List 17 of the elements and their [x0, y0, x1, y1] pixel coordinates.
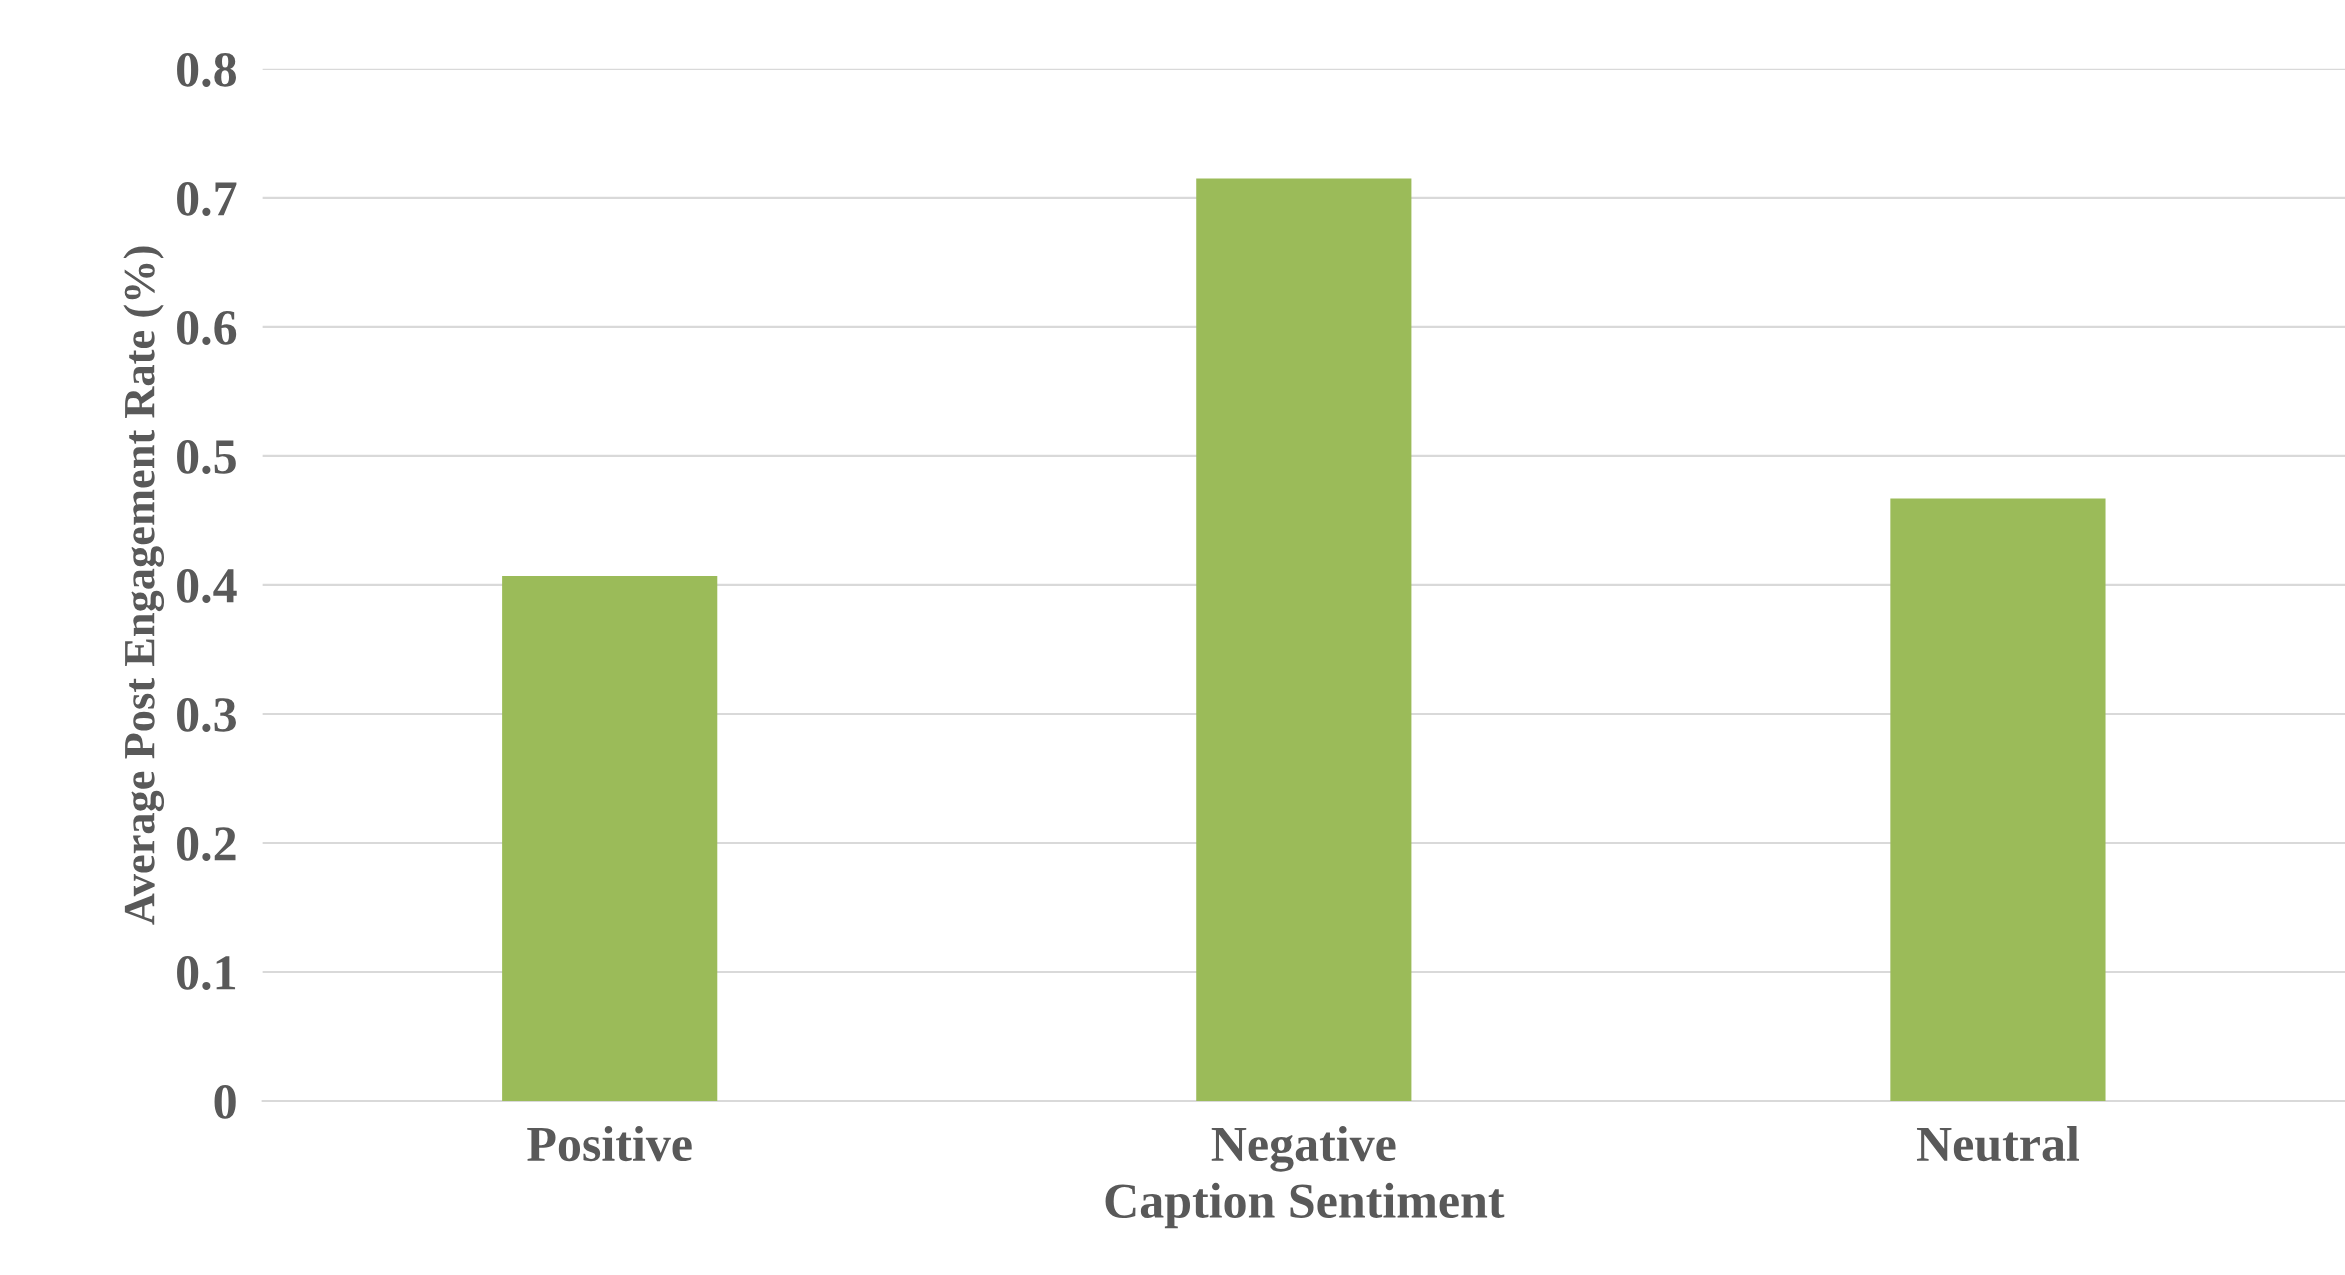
y-axis-title: Average Post Engagement Rate (%) [123, 246, 165, 925]
bar [1196, 178, 1412, 1101]
y-tick-label: 0.2 [177, 827, 236, 861]
bar [502, 575, 718, 1101]
y-tick-label: 0.3 [177, 698, 236, 732]
y-tick-label: 0.4 [177, 569, 237, 603]
y-tick-label: 0.1 [177, 956, 236, 991]
x-axis-title: Caption Sentiment [1105, 1182, 1505, 1229]
y-tick-label: 0.7 [177, 181, 237, 216]
y-tick-label: 0.5 [177, 439, 236, 474]
y-tick-label: 0.8 [177, 52, 236, 87]
bar [1890, 498, 2106, 1101]
x-tick-label: Positive [527, 1125, 692, 1162]
x-tick-label: Neutral [1916, 1125, 2080, 1162]
x-tick-label: Negative [1211, 1125, 1396, 1172]
y-tick-label: 0 [214, 1085, 236, 1119]
y-tick-label: 0.6 [177, 310, 237, 345]
